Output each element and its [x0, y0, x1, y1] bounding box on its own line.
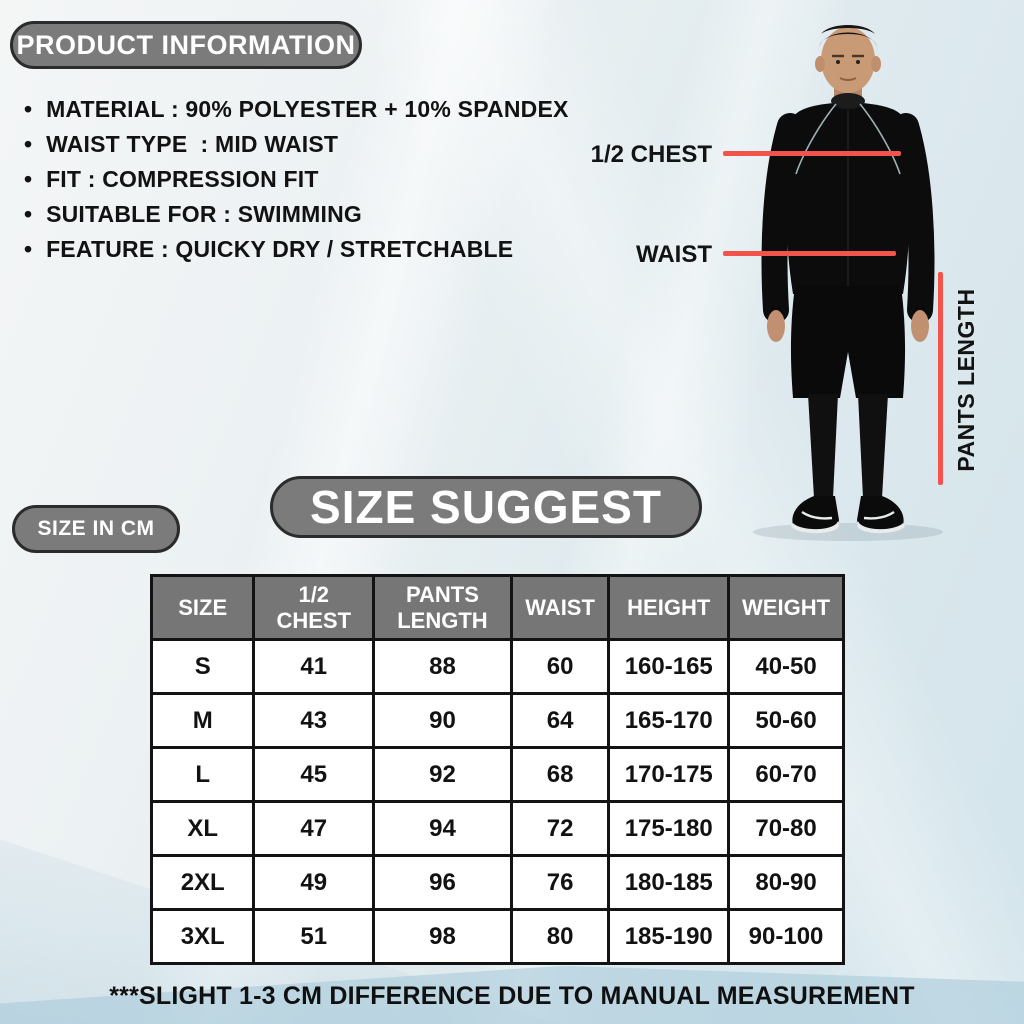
table-cell: 76: [509, 854, 611, 911]
model-hand: [911, 310, 929, 342]
model-photo: [753, 25, 943, 541]
product-info-item: • SUITABLE FOR : SWIMMING: [24, 202, 569, 227]
table-cell: 70-80: [727, 800, 845, 857]
pants-length-label: PANTS LENGTH: [953, 288, 979, 472]
size-suggest-badge-label: SIZE SUGGEST: [310, 481, 662, 533]
bullet-icon: •: [24, 236, 33, 262]
table-row: L 45 92 68 170-175 60-70: [149, 746, 845, 803]
table-cell: 90-100: [727, 908, 845, 965]
waist-measure-line: [723, 251, 896, 256]
product-info-item-text: FIT : COMPRESSION FIT: [46, 166, 319, 192]
table-cell: 40-50: [727, 638, 845, 695]
table-cell: 180-185: [607, 854, 731, 911]
model-hand: [767, 310, 785, 342]
half-chest-measure-line: [723, 151, 901, 156]
table-cell: 49: [252, 854, 376, 911]
table-cell: 3XL: [149, 908, 256, 965]
table-cell: 50-60: [727, 692, 845, 749]
size-suggest-badge: SIZE SUGGEST: [270, 476, 702, 538]
table-cell: M: [149, 692, 256, 749]
product-info-item: • WAIST TYPE : MID WAIST: [24, 132, 569, 157]
table-cell: 60-70: [727, 746, 845, 803]
model-face: [821, 27, 875, 93]
bullet-icon: •: [24, 131, 33, 157]
table-cell: 43: [252, 692, 376, 749]
column-header: WAIST: [509, 574, 611, 641]
half-chest-label: 1/2 CHEST: [590, 141, 712, 168]
bullet-icon: •: [24, 96, 33, 122]
table-cell: 60: [509, 638, 611, 695]
model-legging: [858, 394, 888, 498]
table-cell: 45: [252, 746, 376, 803]
product-info-item: • FEATURE : QUICKY DRY / STRETCHABLE: [24, 237, 569, 262]
table-header-row: SIZE 1/2 CHEST PANTS LENGTH WAIST HEIGHT WEIG…: [149, 574, 845, 641]
product-info-item-text: MATERIAL : 90% POLYESTER + 10% SPANDEX: [46, 96, 569, 122]
table-cell: 41: [252, 638, 376, 695]
column-header: WEIGHT: [727, 574, 845, 641]
table-cell: 90: [372, 692, 513, 749]
waist-label: WAIST: [636, 241, 712, 268]
measurement-disclaimer: ***SLIGHT 1-3 CM DIFFERENCE DUE TO MANUA…: [109, 982, 915, 1010]
table-cell: 94: [372, 800, 513, 857]
product-info-item-text: WAIST TYPE : MID WAIST: [46, 131, 339, 157]
table-cell: 96: [372, 854, 513, 911]
product-information-badge-label: PRODUCT INFORMATION: [16, 29, 356, 60]
product-info-list: • MATERIAL : 90% POLYESTER + 10% SPANDEX •…: [24, 97, 569, 272]
table-cell: 51: [252, 908, 376, 965]
table-cell: 98: [372, 908, 513, 965]
table-cell: 72: [509, 800, 611, 857]
size-chart-table: SIZE 1/2 CHEST PANTS LENGTH WAIST HEIGHT WEIG…: [149, 574, 845, 965]
model-sneaker: [792, 496, 839, 531]
table-cell: 165-170: [607, 692, 731, 749]
table-cell: 80-90: [727, 854, 845, 911]
model-right-arm: [893, 113, 935, 323]
product-info-item: • MATERIAL : 90% POLYESTER + 10% SPANDEX: [24, 97, 569, 122]
model-shorts: [790, 286, 906, 398]
size-unit-badge-label: SIZE IN CM: [37, 517, 155, 540]
table-cell: 185-190: [607, 908, 731, 965]
bullet-icon: •: [24, 166, 33, 192]
table-cell: 88: [372, 638, 513, 695]
model-legging: [808, 394, 838, 498]
model-left-arm: [761, 113, 803, 323]
table-cell: 170-175: [607, 746, 731, 803]
table-cell: 80: [509, 908, 611, 965]
column-header: SIZE: [149, 574, 256, 641]
table-row: M 43 90 64 165-170 50-60: [149, 692, 845, 749]
table-row: S 41 88 60 160-165 40-50: [149, 638, 845, 695]
column-header: HEIGHT: [607, 574, 731, 641]
table-cell: 64: [509, 692, 611, 749]
product-info-item-text: FEATURE : QUICKY DRY / STRETCHABLE: [46, 236, 514, 262]
table-cell: 92: [372, 746, 513, 803]
pants-length-measure-line: [938, 272, 943, 485]
table-row: XL 47 94 72 175-180 70-80: [149, 800, 845, 857]
shirt-seam: [859, 103, 901, 175]
table-cell: XL: [149, 800, 256, 857]
column-header: 1/2 CHEST: [252, 574, 376, 641]
table-cell: 160-165: [607, 638, 731, 695]
table-cell: 68: [509, 746, 611, 803]
table-row: 3XL 51 98 80 185-190 90-100: [149, 908, 845, 965]
table-cell: 175-180: [607, 800, 731, 857]
table-row: 2XL 49 96 76 180-185 80-90: [149, 854, 845, 911]
product-info-item: • FIT : COMPRESSION FIT: [24, 167, 569, 192]
table-cell: 2XL: [149, 854, 256, 911]
table-cell: S: [149, 638, 256, 695]
model-sneaker: [857, 496, 904, 531]
table-cell: L: [149, 746, 256, 803]
table-cell: 47: [252, 800, 376, 857]
bullet-icon: •: [24, 201, 33, 227]
product-info-item-text: SUITABLE FOR : SWIMMING: [46, 201, 362, 227]
size-unit-badge: SIZE IN CM: [12, 505, 180, 553]
shirt-seam: [795, 103, 837, 175]
column-header: PANTS LENGTH: [372, 574, 513, 641]
product-information-badge: PRODUCT INFORMATION: [10, 21, 362, 69]
